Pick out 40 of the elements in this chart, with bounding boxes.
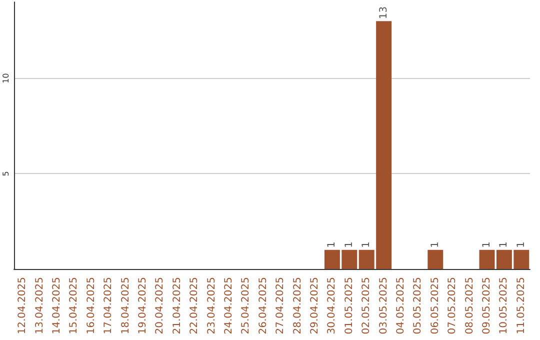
x-tick-label: 03.05.2025 [378,277,390,334]
x-tick-label: 01.05.2025 [344,277,355,334]
x-tick-label: 28.04.2025 [292,277,304,334]
x-tick-label: 21.04.2025 [172,277,183,334]
x-tick-label: 26.04.2025 [258,277,269,334]
x-tick-label: 04.05.2025 [396,277,406,334]
data-label: 1 [361,242,372,248]
x-tick-label: 07.05.2025 [447,277,458,334]
data-label: 1 [430,242,441,248]
x-tick-label: 08.05.2025 [464,277,476,334]
x-tick-label: 15.04.2025 [68,277,80,334]
y-tick-label: 5 [2,171,10,176]
data-label: 1 [326,242,338,248]
x-tick-label: 20.04.2025 [154,277,166,334]
data-label: 1 [516,242,527,248]
x-tick-label: 22.04.2025 [189,277,200,334]
data-label: 1 [344,242,355,248]
x-tick-label: 18.04.2025 [120,277,132,334]
x-tick-label: 06.05.2025 [430,277,441,334]
x-tick-label: 30.04.2025 [326,277,338,334]
x-tick-label: 05.05.2025 [412,277,424,334]
x-tick-label: 13.04.2025 [34,277,46,334]
x-tick-label: 11.05.2025 [516,277,527,334]
x-tick-label: 09.05.2025 [482,277,492,334]
x-tick-label: 10.05.2025 [498,277,510,334]
x-tick-label: 25.04.2025 [240,277,252,334]
data-label: 1 [498,242,510,248]
x-tick-label: 19.04.2025 [138,277,148,334]
x-tick-label: 17.04.2025 [103,277,114,334]
x-tick-label: 24.04.2025 [224,277,234,334]
x-tick-label: 02.05.2025 [361,277,372,334]
x-tick-label: 14.04.2025 [52,277,62,334]
y-tick-label: 10 [2,73,10,84]
data-label: 1 [482,242,492,248]
x-tick-label: 29.04.2025 [310,277,320,334]
x-tick-label: 27.04.2025 [275,277,286,334]
data-label: 13 [378,6,390,20]
x-tick-label: 12.04.2025 [17,277,28,334]
x-tick-label: 16.04.2025 [86,277,97,334]
x-tick-label: 23.04.2025 [206,277,218,334]
